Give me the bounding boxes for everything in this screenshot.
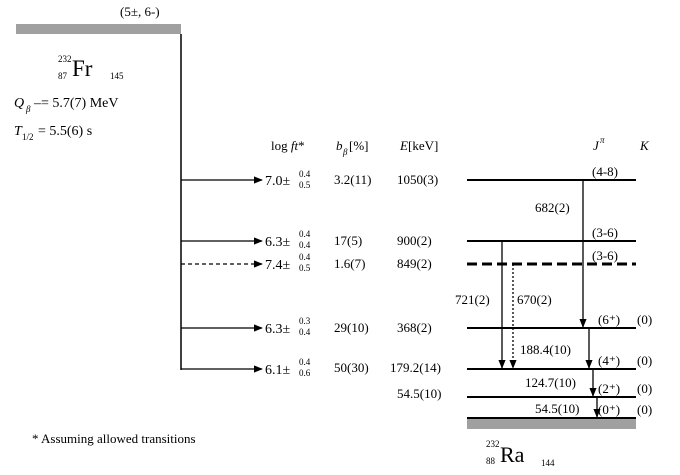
svg-text:0.3: 0.3 bbox=[299, 316, 311, 326]
header-branching: b β [%] bbox=[336, 138, 369, 157]
parent-ground-bar bbox=[16, 24, 181, 34]
daughter-nucleus-label: 232 88 Ra 144 bbox=[486, 439, 555, 468]
svg-text:0.4: 0.4 bbox=[299, 229, 311, 239]
feeding-row-368: 6.3± 0.3 0.4 29(10) 368(2) bbox=[181, 316, 432, 337]
svg-text:145: 145 bbox=[110, 71, 124, 81]
svg-text:849(2): 849(2) bbox=[397, 256, 432, 271]
svg-text:7.0±: 7.0± bbox=[265, 174, 291, 189]
svg-text:0.4: 0.4 bbox=[299, 327, 311, 337]
energy-54: 54.5(10) bbox=[397, 386, 441, 401]
svg-text:6.1±: 6.1± bbox=[265, 363, 291, 378]
svg-text:Ra: Ra bbox=[500, 442, 525, 467]
svg-text:368(2): 368(2) bbox=[397, 320, 432, 335]
header-k: K bbox=[639, 138, 650, 153]
k-label: (0) bbox=[637, 312, 652, 327]
svg-text:J: J bbox=[593, 138, 600, 153]
svg-text:144: 144 bbox=[541, 458, 555, 468]
gamma-721-label: 721(2) bbox=[455, 292, 490, 307]
svg-text:E: E bbox=[399, 138, 408, 153]
svg-text:0.4: 0.4 bbox=[299, 240, 311, 250]
svg-text:179.2(14): 179.2(14) bbox=[390, 360, 441, 375]
header-logft: log ft* bbox=[271, 138, 305, 153]
parent-spin-label: (5±, 6-) bbox=[120, 4, 160, 19]
svg-text:17(5): 17(5) bbox=[334, 233, 362, 248]
jpi-label: (6⁺) bbox=[598, 312, 620, 327]
jpi-label: (3-6) bbox=[592, 225, 618, 240]
svg-text:7.4±: 7.4± bbox=[265, 258, 291, 273]
svg-text:Fr: Fr bbox=[72, 56, 93, 81]
svg-text:0.4: 0.4 bbox=[299, 169, 311, 179]
svg-text:β: β bbox=[342, 147, 348, 157]
svg-text:0.5: 0.5 bbox=[299, 263, 311, 273]
svg-text:50(30): 50(30) bbox=[334, 360, 369, 375]
svg-text:0.5: 0.5 bbox=[299, 180, 311, 190]
svg-text:900(2): 900(2) bbox=[397, 233, 432, 248]
k-label: (0) bbox=[637, 353, 652, 368]
svg-text:log ft*: log ft* bbox=[271, 138, 305, 153]
gamma-54-label: 54.5(10) bbox=[535, 401, 579, 416]
jpi-label: (0⁺) bbox=[598, 402, 620, 417]
gamma-682-label: 682(2) bbox=[535, 200, 570, 215]
svg-text:Q: Q bbox=[14, 96, 24, 111]
svg-text:[keV]: [keV] bbox=[408, 138, 438, 153]
svg-text:6.3±: 6.3± bbox=[265, 235, 291, 250]
jpi-label: (4⁺) bbox=[598, 353, 620, 368]
svg-text:[%]: [%] bbox=[349, 138, 369, 153]
svg-text:1050(3): 1050(3) bbox=[397, 172, 438, 187]
svg-text:1.6(7): 1.6(7) bbox=[334, 256, 365, 271]
svg-text:232: 232 bbox=[58, 54, 72, 64]
svg-text:= 5.5(6) s: = 5.5(6) s bbox=[38, 124, 92, 139]
feeding-row-1050: 7.0± 0.4 0.5 3.2(11) 1050(3) bbox=[181, 169, 438, 190]
svg-text:0.6: 0.6 bbox=[299, 368, 311, 378]
svg-text:0.4: 0.4 bbox=[299, 357, 311, 367]
svg-text:β: β bbox=[25, 104, 31, 114]
parent-nucleus-label: 232 87 Fr 145 bbox=[58, 54, 124, 81]
svg-text:232: 232 bbox=[486, 439, 500, 449]
svg-text:π: π bbox=[600, 135, 605, 145]
svg-text:–= 5.7(7) MeV: –= 5.7(7) MeV bbox=[33, 96, 119, 111]
svg-text:b: b bbox=[336, 138, 343, 153]
header-jpi: J π bbox=[593, 135, 605, 153]
svg-text:0.4: 0.4 bbox=[299, 252, 311, 262]
gamma-124-label: 124.7(10) bbox=[525, 375, 576, 390]
gamma-188-label: 188.4(10) bbox=[520, 342, 571, 357]
svg-text:29(10): 29(10) bbox=[334, 320, 369, 335]
svg-text:87: 87 bbox=[58, 71, 68, 81]
gamma-670-label: 670(2) bbox=[517, 292, 552, 307]
footnote: * Assuming allowed transitions bbox=[32, 431, 196, 446]
feeding-row-179: 6.1± 0.4 0.6 50(30) 179.2(14) bbox=[181, 357, 441, 378]
jpi-label: (3-6) bbox=[592, 248, 618, 263]
header-energy: E [keV] bbox=[399, 138, 438, 153]
svg-text:1/2: 1/2 bbox=[22, 132, 34, 142]
k-label: (0) bbox=[637, 402, 652, 417]
jpi-label: (4-8) bbox=[592, 164, 618, 179]
jpi-label: (2⁺) bbox=[598, 381, 620, 396]
feeding-row-849: 7.4± 0.4 0.5 1.6(7) 849(2) bbox=[181, 252, 432, 273]
svg-text:88: 88 bbox=[486, 456, 496, 466]
svg-text:T: T bbox=[14, 124, 23, 139]
q-value-label: Q β –= 5.7(7) MeV bbox=[14, 96, 119, 114]
half-life-label: T 1/2 = 5.5(6) s bbox=[14, 124, 92, 142]
feeding-row-900: 6.3± 0.4 0.4 17(5) 900(2) bbox=[181, 229, 432, 250]
k-label: (0) bbox=[637, 381, 652, 396]
svg-text:3.2(11): 3.2(11) bbox=[334, 172, 371, 187]
svg-text:6.3±: 6.3± bbox=[265, 322, 291, 337]
daughter-ground-bar bbox=[467, 419, 636, 429]
